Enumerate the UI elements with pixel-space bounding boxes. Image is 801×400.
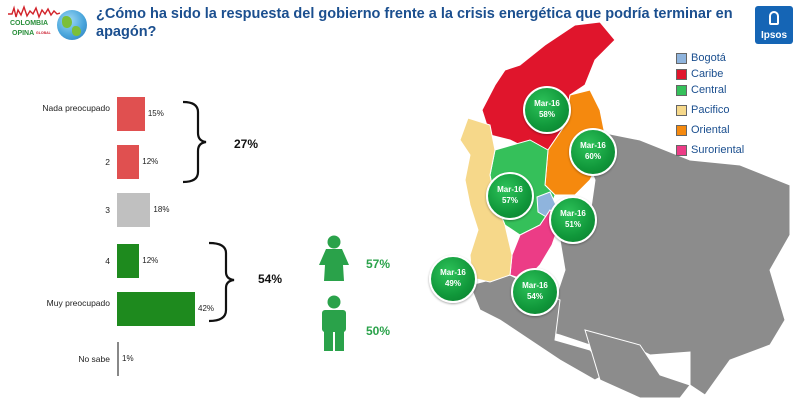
map-region-east	[539, 129, 791, 396]
group-total-negative: 27%	[234, 137, 259, 151]
bubble-period: Mar-16	[560, 209, 586, 218]
bar-category-label: No sabe	[78, 354, 110, 364]
region-bubble-suroriental: Mar-16 54%	[511, 268, 559, 316]
legend-swatch	[676, 145, 687, 156]
bubble-period: Mar-16	[580, 141, 606, 150]
region-bubble-bogota: Mar-16 51%	[549, 196, 597, 244]
logo-text-colombia: COLOMBIA	[10, 20, 49, 27]
bar-category-label: 2	[105, 157, 110, 167]
bar-category-label: 4	[105, 256, 110, 266]
bar-category-label: Nada preocupado	[42, 103, 110, 113]
bubble-period: Mar-16	[497, 185, 523, 194]
group-total-positive: 54%	[258, 272, 283, 286]
bubble-value: 60%	[584, 152, 601, 161]
bar	[117, 292, 195, 326]
gender-value-male: 50%	[366, 324, 391, 338]
bar-category-label: Muy preocupado	[46, 298, 110, 308]
bar	[117, 244, 140, 278]
bar-value-label: 12%	[142, 157, 159, 166]
bar-value-label: 42%	[198, 304, 215, 313]
ipsos-mark-icon	[769, 11, 779, 25]
legend-label: Caribe	[691, 68, 724, 80]
legend-swatch	[676, 85, 687, 96]
legend-swatch	[676, 69, 687, 80]
globe-icon	[57, 10, 87, 40]
region-bubble-pacifico: Mar-16 49%	[429, 255, 477, 303]
female-icon	[319, 235, 349, 281]
bar	[117, 193, 151, 227]
bubble-period: Mar-16	[534, 99, 560, 108]
legend-label: Central	[691, 84, 727, 96]
legend-swatch	[676, 125, 687, 136]
bubble-period: Mar-16	[440, 268, 466, 277]
bar-value-label: 12%	[142, 256, 159, 265]
legend-label: Oriental	[691, 124, 730, 136]
logo-text-global: GLOBAL	[36, 31, 51, 35]
legend-label: Bogotá	[691, 52, 726, 64]
male-icon	[322, 295, 346, 351]
bubble-value: 57%	[501, 196, 518, 205]
bar-value-label: 15%	[147, 109, 164, 118]
map-region-southeast	[584, 329, 691, 399]
page-title: ¿Cómo ha sido la respuesta del gobierno …	[96, 6, 733, 40]
bar-category-label: 3	[105, 205, 110, 215]
gender-value-female: 57%	[366, 257, 391, 271]
colombia-opina-logo: COLOMBIA OPINA GLOBAL	[8, 5, 60, 39]
ipsos-logo-text: Ipsos	[760, 30, 788, 41]
bar	[117, 145, 140, 179]
region-bubble-caribe: Mar-16 58%	[523, 86, 571, 134]
bar	[117, 342, 119, 376]
legend-swatch	[676, 105, 687, 116]
logo-wave-icon	[8, 5, 60, 19]
legend-label: Pacifico	[691, 104, 730, 116]
bubble-value: 51%	[564, 220, 581, 229]
ipsos-logo: Ipsos	[755, 6, 793, 44]
bar-value-label: 18%	[153, 205, 170, 214]
bar-value-label: 1%	[122, 354, 134, 363]
bubble-period: Mar-16	[522, 281, 548, 290]
bar	[117, 97, 145, 131]
bubble-value: 58%	[538, 110, 555, 119]
legend-swatch	[676, 53, 687, 64]
logo-text-opina: OPINA	[12, 30, 35, 37]
bubble-value: 49%	[444, 279, 461, 288]
region-bubble-oriental: Mar-16 60%	[569, 128, 617, 176]
bubble-value: 54%	[526, 292, 543, 301]
region-bubble-central: Mar-16 57%	[486, 172, 534, 220]
legend-label: Suroriental	[691, 144, 745, 156]
